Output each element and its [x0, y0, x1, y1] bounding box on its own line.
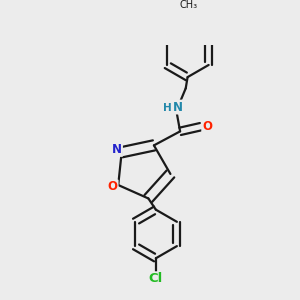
Text: Cl: Cl: [149, 272, 163, 285]
Text: N: N: [173, 100, 183, 113]
Text: CH₃: CH₃: [179, 0, 198, 10]
Text: N: N: [112, 143, 122, 156]
Text: O: O: [108, 180, 118, 194]
Text: H: H: [163, 103, 171, 113]
Text: O: O: [202, 120, 212, 133]
